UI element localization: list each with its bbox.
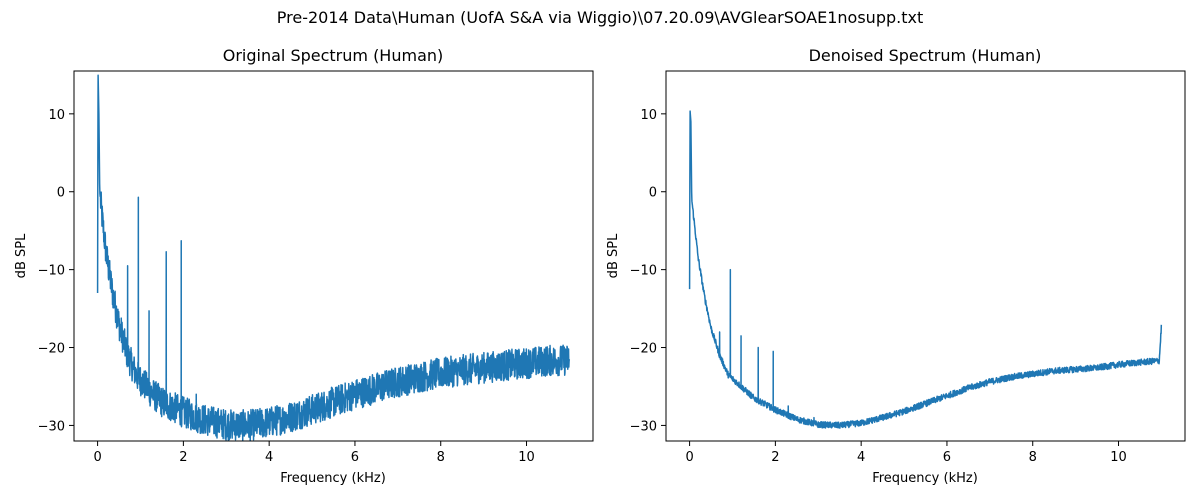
y-tick-label: −20: [630, 342, 657, 357]
denoised-spectrum-xlabel: Frequency (kHz): [872, 471, 978, 486]
spectrum-line-1-0: [688, 110, 1163, 429]
axes-frame: [73, 70, 594, 442]
x-tick-label: 0: [93, 450, 101, 465]
x-tick-label: 10: [518, 450, 535, 465]
original-spectrum-xlabel: Frequency (kHz): [280, 471, 386, 486]
figure-suptitle: Pre-2014 Data\Human (UofA S&A via Wiggio…: [276, 8, 924, 27]
x-tick-label: 10: [1110, 450, 1127, 465]
denoised-spectrum-ylabel: dB SPL: [606, 233, 621, 278]
y-tick-label: −10: [630, 264, 657, 279]
denoised-spectrum-axes: 0 2 4 6 8 10 −30 −20 −10 0 10: [630, 70, 1186, 465]
x-tick-label: 6: [943, 450, 951, 465]
axes-frame: [665, 70, 1186, 442]
x-tick-label: 4: [857, 450, 865, 465]
y-tick-label: −10: [38, 264, 65, 279]
y-tick-label: 10: [48, 108, 65, 123]
x-tick-label: 4: [265, 450, 273, 465]
denoised-spectrum-title: Denoised Spectrum (Human): [809, 46, 1042, 65]
y-tick-label: −30: [630, 419, 657, 434]
x-tick-label: 8: [437, 450, 445, 465]
original-spectrum-axes: 0 2 4 6 8 10 −30 −20 −10 0 10: [38, 70, 594, 465]
original-spectrum-panel: Original Spectrum (Human) Frequency (kHz…: [14, 46, 594, 486]
x-tick-label: 0: [685, 450, 693, 465]
y-tick-label: 0: [649, 186, 657, 201]
original-spectrum-ylabel: dB SPL: [14, 233, 29, 278]
denoised-spectrum-panel: Denoised Spectrum (Human) Frequency (kHz…: [606, 46, 1186, 486]
x-tick-label: 6: [351, 450, 359, 465]
x-tick-label: 2: [771, 450, 779, 465]
y-tick-label: 0: [57, 186, 65, 201]
x-tick-label: 8: [1029, 450, 1037, 465]
spectrum-line-0-0: [96, 74, 571, 441]
y-tick-label: −30: [38, 419, 65, 434]
original-spectrum-title: Original Spectrum (Human): [223, 46, 444, 65]
y-tick-label: −20: [38, 342, 65, 357]
y-tick-label: 10: [640, 108, 657, 123]
x-tick-label: 2: [179, 450, 187, 465]
